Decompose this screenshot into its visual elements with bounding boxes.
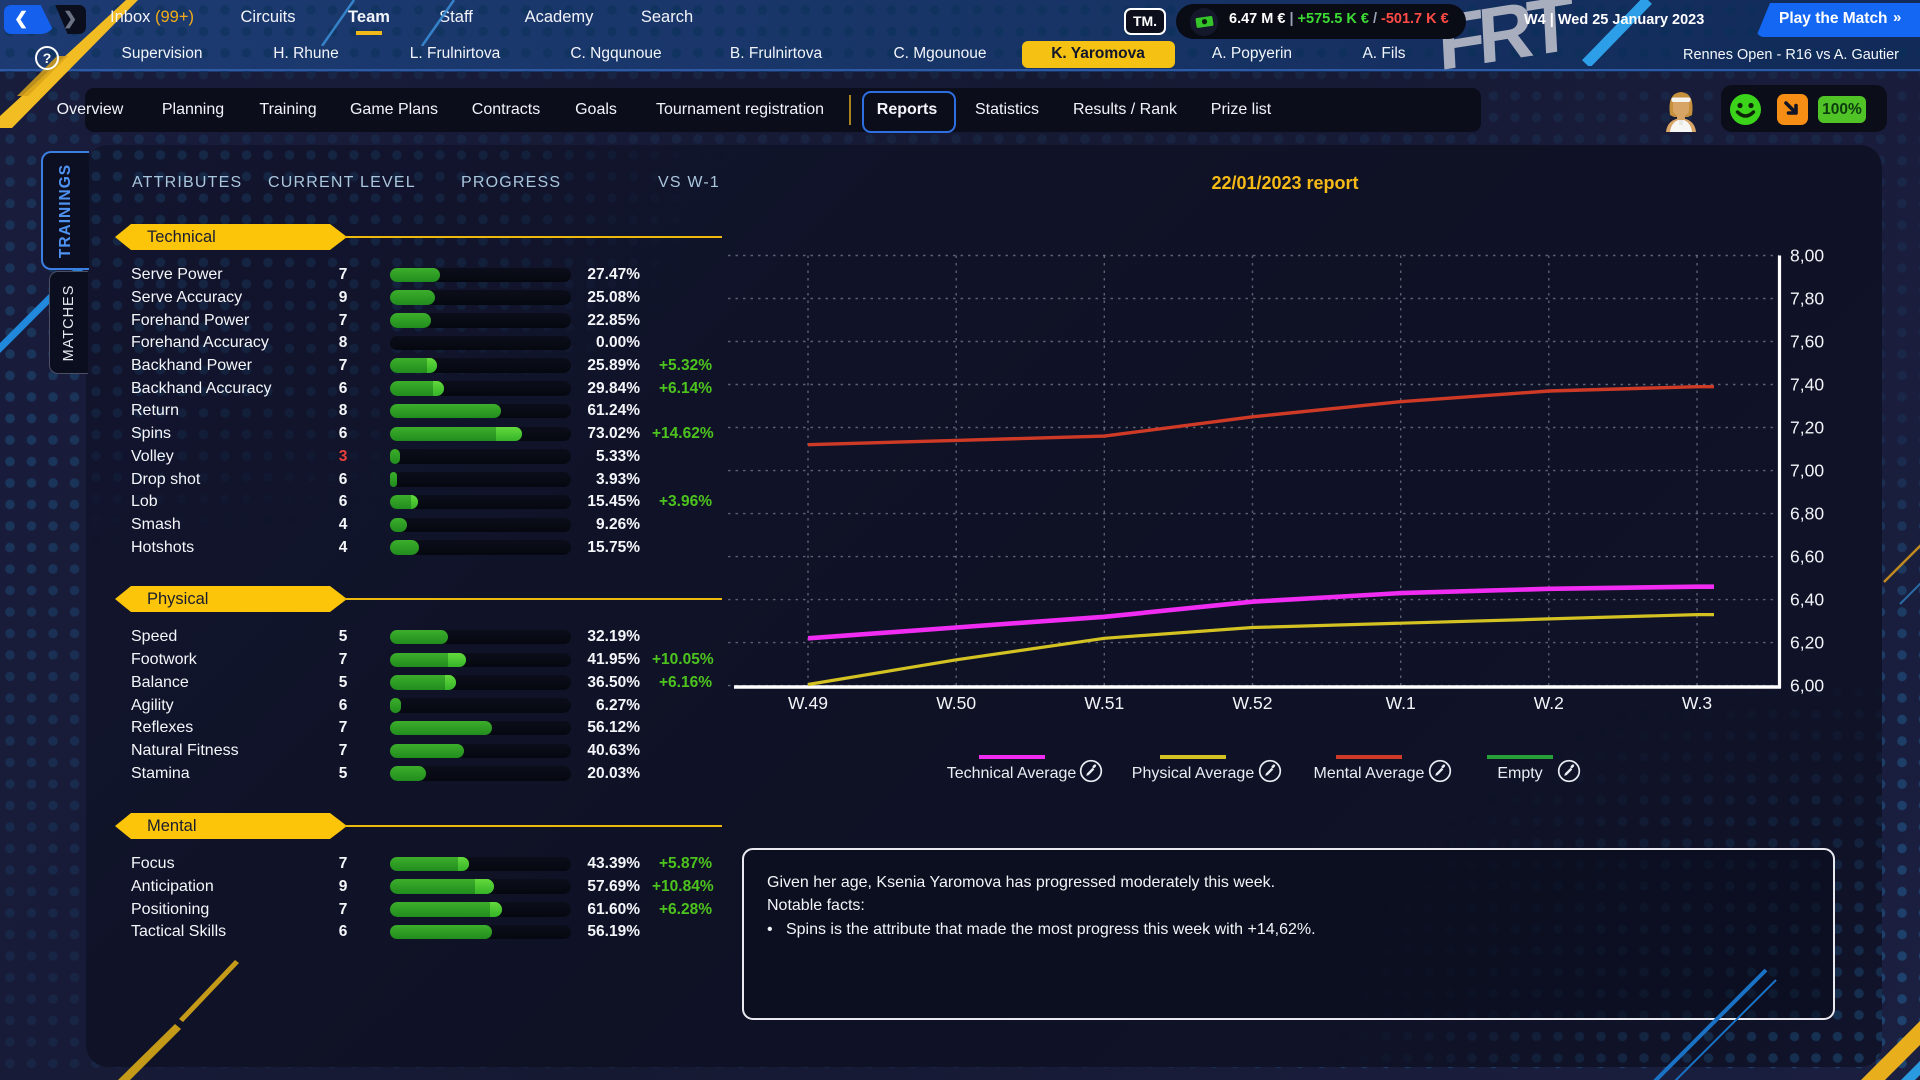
svg-text:W.50: W.50 xyxy=(936,693,976,713)
svg-text:6,80: 6,80 xyxy=(1790,504,1824,524)
svg-text:W.51: W.51 xyxy=(1084,693,1124,713)
svg-text:W.52: W.52 xyxy=(1233,693,1273,713)
svg-text:6,40: 6,40 xyxy=(1790,590,1824,610)
svg-text:6,20: 6,20 xyxy=(1790,633,1824,653)
svg-text:7,00: 7,00 xyxy=(1790,461,1824,481)
svg-text:6,60: 6,60 xyxy=(1790,547,1824,567)
svg-text:8,00: 8,00 xyxy=(1790,246,1824,266)
svg-text:W.2: W.2 xyxy=(1534,693,1564,713)
svg-text:6,00: 6,00 xyxy=(1790,676,1824,696)
svg-text:W.1: W.1 xyxy=(1386,693,1416,713)
svg-text:7,40: 7,40 xyxy=(1790,375,1824,395)
svg-text:7,60: 7,60 xyxy=(1790,332,1824,352)
svg-text:7,20: 7,20 xyxy=(1790,418,1824,438)
svg-text:W.49: W.49 xyxy=(788,693,828,713)
svg-text:7,80: 7,80 xyxy=(1790,289,1824,309)
svg-text:W.3: W.3 xyxy=(1682,693,1712,713)
